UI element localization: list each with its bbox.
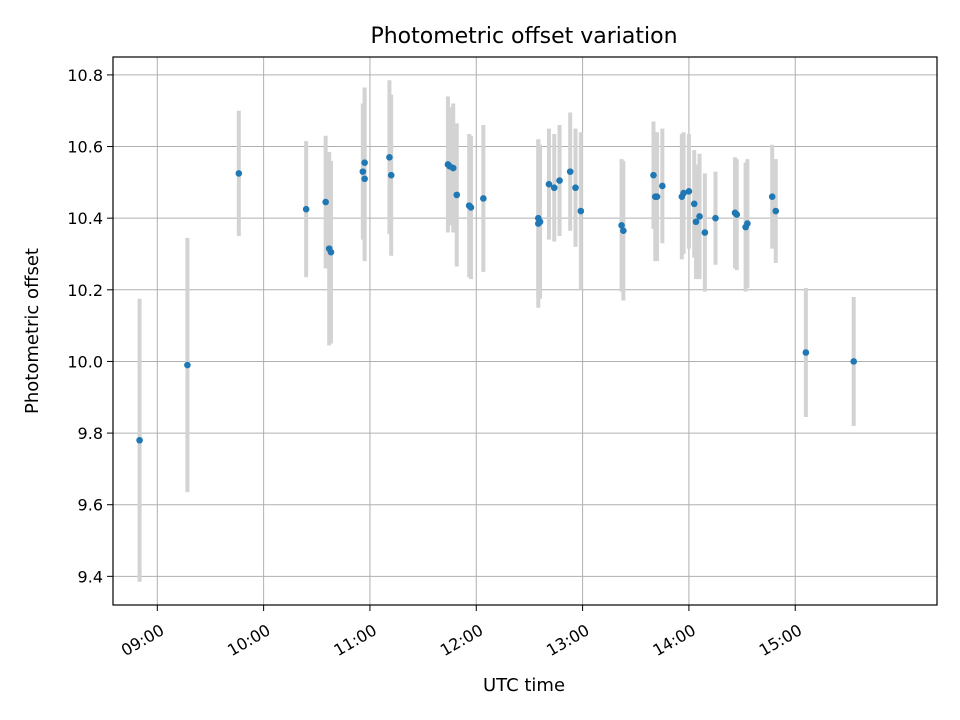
y-tick-label: 10.2 bbox=[67, 281, 103, 300]
data-point bbox=[536, 218, 544, 226]
data-point bbox=[386, 153, 393, 161]
y-tick-label: 10.4 bbox=[67, 209, 103, 228]
data-point bbox=[550, 184, 558, 192]
data-point bbox=[659, 182, 666, 190]
data-point bbox=[387, 171, 395, 179]
y-tick-label: 10.6 bbox=[67, 138, 103, 157]
y-tick-label: 9.4 bbox=[78, 567, 103, 586]
data-point bbox=[744, 220, 751, 227]
data-point bbox=[577, 207, 585, 215]
y-axis-ticks: 9.4 9.6 9.8 10.0 10.2 10.4 10.6 10.8 bbox=[67, 66, 113, 586]
data-point bbox=[556, 177, 563, 184]
data-point bbox=[696, 213, 703, 220]
data-point bbox=[480, 195, 487, 202]
data-point bbox=[566, 168, 574, 175]
data-point bbox=[327, 248, 335, 256]
x-axis-label: UTC time bbox=[483, 675, 565, 696]
data-point bbox=[850, 358, 858, 365]
data-point bbox=[690, 200, 698, 208]
data-point bbox=[322, 198, 329, 206]
data-point bbox=[802, 349, 810, 356]
data-point bbox=[618, 222, 625, 229]
data-point bbox=[136, 436, 143, 444]
data-point bbox=[453, 191, 461, 199]
data-point bbox=[572, 184, 579, 192]
data-point bbox=[768, 193, 776, 200]
data-point bbox=[467, 204, 475, 211]
data-point bbox=[772, 207, 780, 215]
data-point bbox=[449, 164, 457, 172]
data-point bbox=[712, 214, 719, 222]
y-tick-label: 10.8 bbox=[67, 66, 103, 85]
data-points bbox=[136, 153, 858, 444]
data-point bbox=[650, 171, 657, 179]
data-point bbox=[685, 188, 693, 195]
data-point bbox=[701, 229, 709, 236]
data-point bbox=[361, 159, 368, 166]
data-point bbox=[733, 211, 741, 218]
data-point bbox=[680, 189, 687, 197]
data-point bbox=[545, 180, 553, 188]
y-axis-label: Photometric offset bbox=[22, 248, 43, 414]
chart-title: Photometric offset variation bbox=[370, 24, 677, 49]
data-point bbox=[692, 218, 700, 226]
data-point bbox=[620, 227, 627, 235]
y-tick-label: 9.6 bbox=[78, 496, 103, 515]
data-point bbox=[653, 193, 661, 200]
data-point bbox=[361, 175, 368, 183]
data-point bbox=[302, 205, 310, 213]
y-tick-label: 10.0 bbox=[67, 352, 103, 371]
data-point bbox=[235, 170, 243, 177]
data-point bbox=[184, 361, 191, 369]
plot-frame bbox=[112, 56, 938, 606]
y-tick-label: 9.8 bbox=[78, 424, 103, 443]
data-point bbox=[359, 168, 367, 175]
